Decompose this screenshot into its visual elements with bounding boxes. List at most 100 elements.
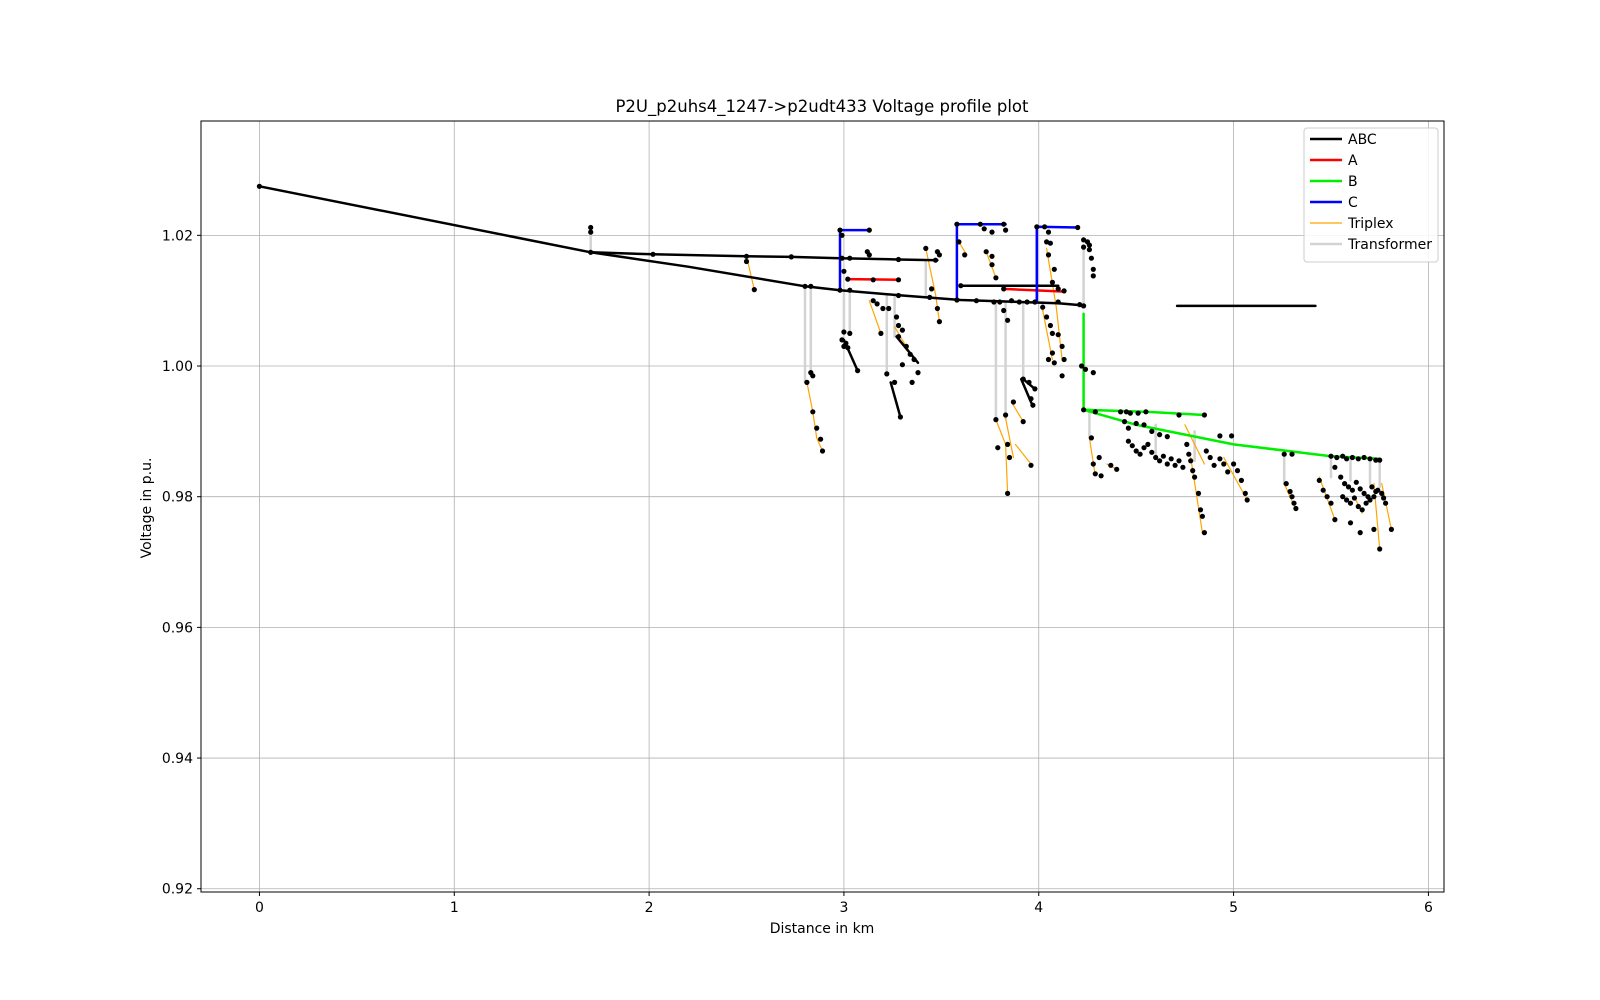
bus-point: [1020, 376, 1026, 382]
bus-point: [866, 252, 872, 258]
bus-point: [839, 337, 845, 343]
bus-point: [588, 229, 594, 235]
bus-point: [1090, 266, 1096, 272]
bus-point: [1081, 407, 1087, 413]
bus-point: [1371, 494, 1377, 500]
bus-point: [886, 305, 892, 312]
bus-point: [1207, 454, 1213, 461]
bus-point: [1061, 356, 1067, 363]
bus-point: [1283, 481, 1289, 487]
bus-point: [1361, 490, 1367, 496]
bus-point: [1369, 484, 1375, 490]
y-axis: 0.92 0.94 0.96 0.98 1.00 1.02: [162, 228, 201, 898]
bus-point: [1028, 462, 1034, 468]
bus-point: [1086, 242, 1092, 248]
bus-point: [1320, 487, 1326, 493]
bus-point: [1199, 513, 1205, 519]
bus-point: [1005, 490, 1011, 496]
bus-point: [927, 294, 933, 300]
bus-point: [1081, 244, 1087, 250]
bus-point: [1242, 490, 1248, 496]
bus-point: [1316, 477, 1322, 483]
bus-point: [1143, 409, 1149, 415]
bus-point: [1221, 461, 1227, 467]
bus-point: [991, 299, 997, 305]
bus-point: [841, 329, 847, 335]
bus-point: [1137, 451, 1143, 457]
bus-point: [1353, 479, 1359, 485]
y-tick-label: 1.02: [162, 228, 193, 244]
bus-point: [1357, 486, 1363, 492]
bus-point: [1024, 299, 1030, 305]
series-line-abc: [889, 381, 902, 419]
bus-point: [1141, 422, 1147, 428]
bus-point: [936, 252, 943, 258]
bus-point: [1289, 451, 1295, 457]
legend-item-transformer: Transformer: [1310, 237, 1432, 253]
bus-point: [1049, 350, 1055, 356]
bus-point: [1332, 464, 1338, 470]
bus-point: [1176, 458, 1182, 464]
series-line-triplex: [868, 300, 882, 334]
bus-point: [1149, 428, 1155, 434]
bus-point: [845, 276, 851, 282]
bus-point: [1149, 449, 1155, 455]
bus-point: [837, 227, 843, 233]
bus-point: [837, 287, 843, 293]
bus-point: [808, 283, 814, 289]
bus-point: [989, 262, 995, 268]
series-line-c: [838, 228, 871, 292]
bus-point: [895, 256, 902, 263]
bus-point: [958, 283, 964, 289]
bus-point: [1042, 224, 1048, 230]
bus-point: [1359, 507, 1365, 513]
bus-point: [1061, 288, 1067, 294]
bus-point: [1001, 286, 1007, 292]
bus-point: [954, 221, 960, 227]
y-tick-label: 0.98: [162, 490, 193, 506]
bus-point: [1045, 252, 1052, 258]
bus-point: [1005, 317, 1011, 323]
bus-point: [1003, 227, 1009, 233]
bus-point: [983, 249, 989, 255]
bus-point: [1157, 458, 1163, 464]
x-tick-label: 0: [255, 900, 264, 916]
bus-point: [1051, 360, 1057, 366]
bus-point: [1195, 490, 1202, 496]
bus-point: [1157, 432, 1163, 438]
bus-point: [1293, 505, 1299, 512]
grid: [201, 121, 1444, 892]
bus-point: [1160, 453, 1166, 459]
bus-point: [911, 356, 917, 363]
legend: ABC ABC Triplex Transformer: [1303, 127, 1439, 263]
bus-point: [1032, 386, 1038, 392]
bus-point: [1334, 454, 1340, 461]
bus-point: [1186, 451, 1192, 457]
bus-point: [1006, 454, 1013, 461]
bus-point: [1357, 530, 1363, 536]
bus-point: [1090, 461, 1096, 467]
bus-point: [1001, 307, 1007, 314]
bus-point: [899, 362, 906, 368]
bus-point: [1001, 221, 1007, 227]
y-tick-label: 1.00: [162, 359, 193, 375]
bus-point: [1125, 438, 1131, 444]
bus-point: [1055, 286, 1061, 292]
bus-point: [1192, 474, 1198, 480]
bus-point: [1055, 332, 1061, 338]
bus-point: [1133, 420, 1139, 427]
plot-frame: [200, 120, 1445, 893]
legend-label: B: [1348, 174, 1358, 190]
bus-point: [1164, 434, 1170, 440]
bus-point: [1059, 343, 1065, 349]
bus-point: [895, 334, 902, 340]
bus-point: [256, 183, 262, 189]
bus-point: [1141, 445, 1147, 451]
legend-label: A: [1348, 153, 1358, 169]
series-line-a: [1002, 287, 1064, 293]
bus-point: [1059, 373, 1065, 379]
bus-point: [1047, 240, 1053, 246]
x-tick-label: 1: [450, 900, 459, 916]
bus-point: [1201, 530, 1207, 536]
bus-point: [1045, 356, 1052, 363]
